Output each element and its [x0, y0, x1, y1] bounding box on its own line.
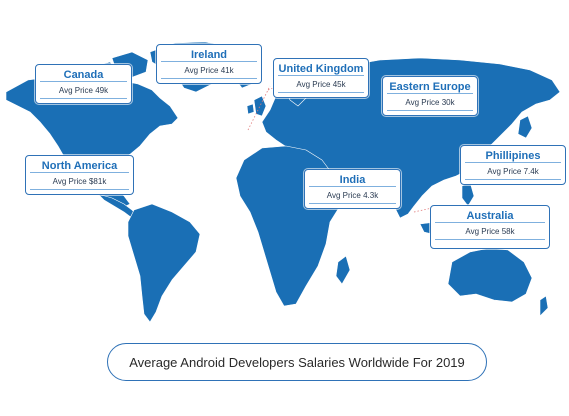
region-price: Avg Price $81k: [30, 173, 129, 190]
map-title-text: Average Android Developers Salaries Worl…: [129, 354, 465, 370]
region-name: North America: [30, 156, 129, 173]
region-name: India: [309, 170, 396, 187]
region-price: Avg Price 41k: [161, 62, 257, 79]
japan-landmass: [517, 115, 533, 139]
ireland-landmass: [246, 103, 255, 115]
callout-united-kingdom: United Kingdom Avg Price 45k: [273, 58, 369, 98]
region-name: Ireland: [161, 45, 257, 62]
region-price: Avg Price 30k: [387, 94, 473, 111]
callout-australia: Australia Avg Price 58k: [430, 205, 550, 249]
region-name: Canada: [40, 65, 127, 82]
callout-eastern-europe: Eastern Europe Avg Price 30k: [382, 76, 478, 116]
callout-ireland: Ireland Avg Price 41k: [156, 44, 262, 84]
uk-landmass: [253, 95, 267, 117]
callout-north-america: North America Avg Price $81k: [25, 155, 134, 195]
callout-philippines: Phillipines Avg Price 7.4k: [460, 145, 566, 185]
region-price: Avg Price 4.3k: [309, 187, 396, 204]
region-name: Eastern Europe: [387, 77, 473, 94]
region-name: Phillipines: [465, 146, 561, 163]
region-name: United Kingdom: [278, 59, 364, 76]
region-price: Avg Price 58k: [435, 223, 545, 240]
south-america-landmass: [127, 203, 201, 323]
callout-india: India Avg Price 4.3k: [304, 169, 401, 209]
philippines-landmass: [461, 181, 475, 207]
region-price: Avg Price 45k: [278, 76, 364, 93]
region-price: Avg Price 7.4k: [465, 163, 561, 180]
region-name: Australia: [435, 206, 545, 223]
callout-canada: Canada Avg Price 49k: [35, 64, 132, 104]
region-price: Avg Price 49k: [40, 82, 127, 99]
australia-landmass: [447, 247, 533, 303]
map-title: Average Android Developers Salaries Worl…: [107, 343, 487, 381]
